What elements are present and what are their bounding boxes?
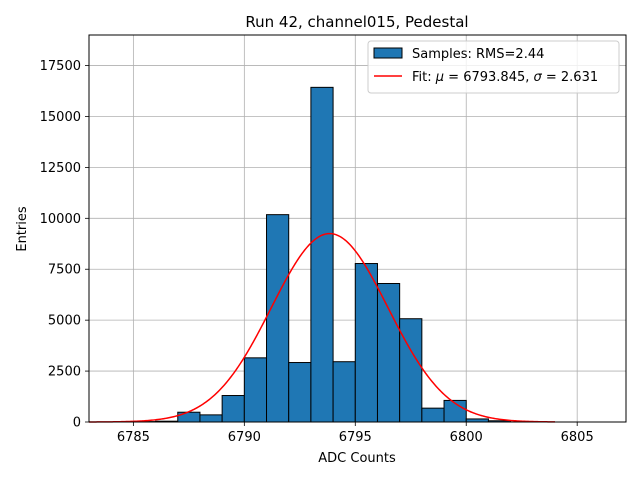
legend-box xyxy=(367,40,620,94)
legend-samples-swatch xyxy=(373,47,403,59)
x-tick-label: 6805 xyxy=(561,430,594,445)
legend-mu-symbol: μ xyxy=(435,70,444,85)
x-tick-label: 6790 xyxy=(228,430,261,445)
y-axis-label: Entries xyxy=(15,206,30,252)
x-tick-label: 6785 xyxy=(117,430,150,445)
histogram-bar xyxy=(266,214,290,423)
histogram-bar xyxy=(310,86,334,423)
legend-mu-value: = 6793.845, xyxy=(444,70,533,85)
y-tick-label: 10000 xyxy=(40,212,81,227)
histogram-bar xyxy=(221,395,245,423)
y-tick-label: 17500 xyxy=(40,59,81,74)
y-tick-label: 7500 xyxy=(48,263,81,278)
chart-title: Run 42, channel015, Pedestal xyxy=(245,13,468,31)
fit-curve-group xyxy=(89,232,555,423)
legend-sigma-symbol: σ xyxy=(534,70,543,85)
x-axis-ticks: 6785 6790 6795 6800 6805 xyxy=(117,422,594,445)
x-tick-label: 6795 xyxy=(339,430,372,445)
y-tick-label: 2500 xyxy=(48,365,81,380)
histogram-bar xyxy=(376,282,401,423)
legend: Samples: RMS=2.44 Fit: μ = 6793.845, σ =… xyxy=(367,40,620,94)
histogram-bar xyxy=(199,414,223,423)
histogram-bar xyxy=(354,263,378,423)
plot-frame xyxy=(88,34,627,423)
histogram-bar xyxy=(177,411,201,423)
legend-samples-label: Samples: RMS=2.44 xyxy=(412,47,544,62)
y-tick-label: 0 xyxy=(73,416,81,431)
histogram-bar xyxy=(288,362,312,423)
legend-sigma-value: = 2.631 xyxy=(542,70,598,85)
x-axis-label: ADC Counts xyxy=(318,451,396,466)
histogram-bars xyxy=(132,86,512,423)
histogram-bar xyxy=(421,407,445,423)
y-axis-ticks: 0 2500 5000 7500 10000 12500 15000 17500 xyxy=(40,59,89,431)
legend-fit-label: Fit: μ = 6793.845, σ = 2.631 xyxy=(412,70,598,85)
grid-lines xyxy=(89,35,626,423)
histogram-bar xyxy=(332,361,356,423)
legend-fit-prefix: Fit: xyxy=(412,70,436,85)
y-tick-label: 5000 xyxy=(48,314,81,329)
y-tick-label: 15000 xyxy=(40,110,81,125)
histogram-bar xyxy=(243,357,268,423)
y-tick-label: 12500 xyxy=(40,161,81,176)
histogram-bar xyxy=(399,318,423,423)
x-tick-label: 6800 xyxy=(450,430,483,445)
fit-curve xyxy=(89,232,555,423)
